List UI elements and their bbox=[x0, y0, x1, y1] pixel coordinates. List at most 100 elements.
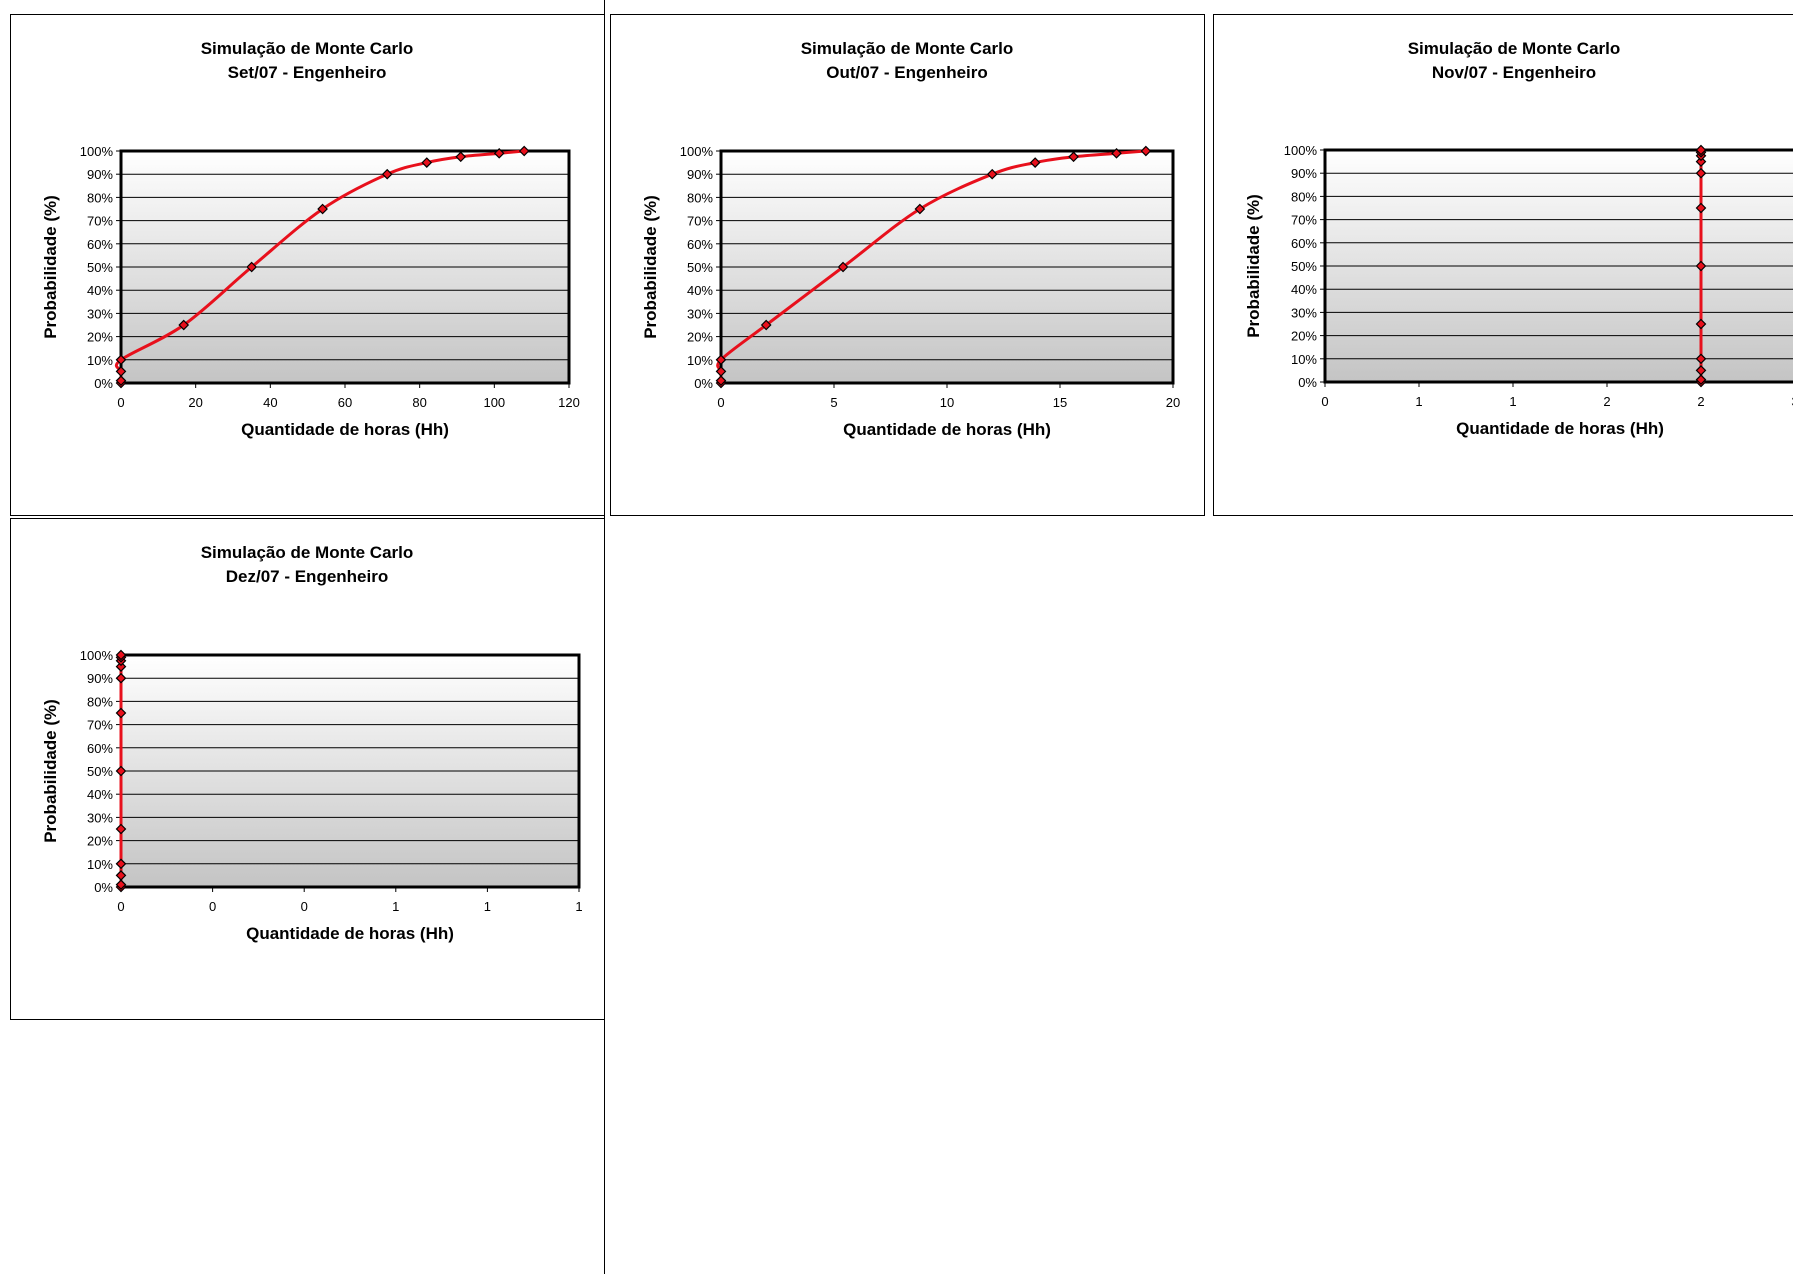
y-tick-label: 80% bbox=[1291, 189, 1317, 204]
chart-svg: Simulação de Monte Carlo Nov/07 - Engenhe… bbox=[1244, 39, 1793, 438]
y-axis-label: Probabilidade (%) bbox=[41, 699, 60, 843]
y-tick-label: 90% bbox=[87, 671, 113, 686]
chart-subtitle: Set/07 - Engenheiro bbox=[228, 63, 387, 82]
x-axis-label: Quantidade de horas (Hh) bbox=[241, 420, 449, 439]
data-point-marker bbox=[115, 366, 127, 377]
y-tick-label: 60% bbox=[1291, 236, 1317, 251]
y-tick-label: 30% bbox=[87, 810, 113, 825]
chart-svg: Simulação de Monte Carlo Set/07 - Engenhe… bbox=[41, 39, 580, 439]
chart-dez07: Simulação de Monte Carlo Dez/07 - Engenhe… bbox=[10, 518, 605, 1020]
x-axis-label: Quantidade de horas (Hh) bbox=[843, 420, 1051, 439]
y-tick-label: 100% bbox=[680, 144, 714, 159]
chart-title: Simulação de Monte Carlo bbox=[801, 39, 1014, 58]
data-point-marker bbox=[1068, 151, 1079, 163]
data-point-marker bbox=[986, 168, 998, 180]
x-axis-label: Quantidade de horas (Hh) bbox=[246, 924, 454, 943]
data-point-marker bbox=[715, 366, 727, 377]
x-tick-label: 60 bbox=[338, 395, 352, 410]
data-point-marker bbox=[421, 157, 433, 168]
y-tick-label: 30% bbox=[87, 306, 113, 321]
y-tick-label: 0% bbox=[1298, 375, 1317, 390]
y-tick-label: 70% bbox=[87, 214, 113, 229]
x-tick-label: 1 bbox=[1509, 394, 1516, 409]
chart-nov07: Simulação de Monte Carlo Nov/07 - Engenhe… bbox=[1213, 14, 1793, 516]
plot-area-border bbox=[719, 149, 1175, 385]
data-point-marker bbox=[1695, 202, 1707, 214]
y-axis-label: Probabilidade (%) bbox=[1244, 194, 1263, 338]
y-tick-label: 40% bbox=[1291, 282, 1317, 297]
y-tick-label: 20% bbox=[87, 834, 113, 849]
y-tick-label: 60% bbox=[87, 741, 113, 756]
data-point-marker bbox=[178, 319, 190, 331]
plot-area-border bbox=[119, 149, 571, 385]
y-tick-label: 90% bbox=[87, 167, 113, 182]
data-point-marker bbox=[115, 672, 127, 684]
y-tick-label: 30% bbox=[1291, 305, 1317, 320]
y-tick-label: 100% bbox=[1284, 143, 1318, 158]
data-point-marker bbox=[1695, 167, 1707, 179]
x-tick-label: 0 bbox=[117, 899, 124, 914]
data-point-marker bbox=[1695, 374, 1707, 386]
y-tick-label: 80% bbox=[687, 190, 713, 205]
data-point-marker bbox=[914, 203, 926, 215]
x-tick-label: 3 bbox=[1791, 394, 1793, 409]
data-point-marker bbox=[115, 823, 127, 835]
data-point-marker bbox=[1029, 157, 1041, 168]
data-point-marker bbox=[317, 203, 328, 215]
data-point-marker bbox=[115, 879, 127, 891]
y-tick-label: 20% bbox=[687, 330, 713, 345]
y-tick-label: 100% bbox=[80, 144, 114, 159]
data-point-marker bbox=[115, 649, 127, 661]
data-point-marker bbox=[837, 261, 849, 273]
x-tick-label: 10 bbox=[940, 395, 954, 410]
x-tick-label: 15 bbox=[1053, 395, 1067, 410]
y-tick-label: 10% bbox=[87, 857, 113, 872]
data-point-marker bbox=[715, 375, 727, 387]
x-tick-label: 0 bbox=[1321, 394, 1328, 409]
x-tick-label: 100 bbox=[483, 395, 505, 410]
x-tick-label: 2 bbox=[1697, 394, 1704, 409]
data-point-marker bbox=[115, 765, 127, 777]
y-tick-label: 80% bbox=[87, 190, 113, 205]
chart-out07: Simulação de Monte Carlo Out/07 - Engenhe… bbox=[610, 14, 1205, 516]
y-tick-label: 0% bbox=[94, 880, 113, 895]
y-tick-label: 10% bbox=[87, 353, 113, 368]
y-tick-label: 30% bbox=[687, 306, 713, 321]
data-point-marker bbox=[760, 319, 772, 331]
x-tick-label: 0 bbox=[301, 899, 308, 914]
chart-subtitle: Dez/07 - Engenheiro bbox=[226, 567, 388, 586]
y-tick-label: 0% bbox=[94, 376, 113, 391]
y-tick-label: 50% bbox=[87, 764, 113, 779]
data-point-marker bbox=[1695, 156, 1707, 167]
x-tick-label: 120 bbox=[558, 395, 580, 410]
y-tick-label: 50% bbox=[687, 260, 713, 275]
data-point-marker bbox=[115, 375, 127, 387]
y-tick-label: 70% bbox=[1291, 213, 1317, 228]
x-tick-label: 20 bbox=[188, 395, 202, 410]
x-tick-label: 1 bbox=[392, 899, 399, 914]
y-tick-label: 60% bbox=[687, 237, 713, 252]
chart-subtitle: Nov/07 - Engenheiro bbox=[1432, 63, 1596, 82]
x-tick-label: 20 bbox=[1166, 395, 1180, 410]
x-tick-label: 2 bbox=[1603, 394, 1610, 409]
plot-area-border bbox=[1323, 148, 1793, 384]
y-tick-label: 40% bbox=[87, 283, 113, 298]
chart-svg: Simulação de Monte Carlo Out/07 - Engenhe… bbox=[641, 39, 1180, 439]
data-point-marker bbox=[246, 261, 258, 273]
y-tick-label: 100% bbox=[80, 648, 114, 663]
chart-set07: Simulação de Monte Carlo Set/07 - Engenhe… bbox=[10, 14, 605, 516]
y-tick-label: 40% bbox=[687, 283, 713, 298]
y-tick-label: 0% bbox=[694, 376, 713, 391]
x-tick-label: 80 bbox=[412, 395, 426, 410]
chart-title: Simulação de Monte Carlo bbox=[201, 543, 414, 562]
data-point-marker bbox=[115, 661, 127, 672]
data-point-marker bbox=[1695, 144, 1707, 156]
y-tick-label: 50% bbox=[1291, 259, 1317, 274]
y-tick-label: 40% bbox=[87, 787, 113, 802]
y-tick-label: 90% bbox=[1291, 166, 1317, 181]
x-tick-label: 1 bbox=[484, 899, 491, 914]
x-tick-label: 1 bbox=[575, 899, 582, 914]
data-point-marker bbox=[455, 151, 467, 163]
chart-title: Simulação de Monte Carlo bbox=[201, 39, 414, 58]
chart-title: Simulação de Monte Carlo bbox=[1408, 39, 1621, 58]
